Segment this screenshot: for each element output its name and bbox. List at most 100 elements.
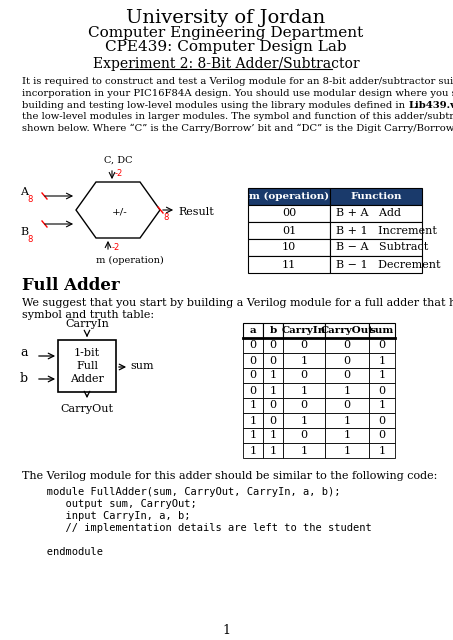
Text: m (operation): m (operation) xyxy=(249,192,329,201)
Text: b: b xyxy=(20,371,28,385)
Text: B + A   Add: B + A Add xyxy=(336,209,401,218)
Text: 0: 0 xyxy=(250,340,256,351)
Text: 1: 1 xyxy=(343,431,351,440)
Text: 1: 1 xyxy=(270,371,277,381)
Bar xyxy=(263,383,283,398)
Bar xyxy=(243,398,263,413)
Text: CarryOut: CarryOut xyxy=(61,404,114,414)
Text: 1: 1 xyxy=(270,445,277,456)
Bar xyxy=(283,323,325,338)
Text: 8: 8 xyxy=(27,234,32,243)
Text: Adder: Adder xyxy=(70,374,104,384)
Text: 0: 0 xyxy=(300,431,308,440)
Text: 0: 0 xyxy=(343,401,351,410)
Bar xyxy=(369,383,395,398)
Text: Lib439.v: Lib439.v xyxy=(408,100,453,109)
Bar xyxy=(243,338,263,353)
Text: // implementation details are left to the student: // implementation details are left to th… xyxy=(28,523,372,533)
Text: +/-: +/- xyxy=(112,207,128,216)
Text: 1: 1 xyxy=(343,415,351,426)
Text: a: a xyxy=(20,346,28,360)
Text: 1: 1 xyxy=(270,431,277,440)
Bar xyxy=(325,353,369,368)
Text: 0: 0 xyxy=(343,355,351,365)
Text: 0: 0 xyxy=(250,385,256,396)
Text: It is required to construct and test a Verilog module for an 8-bit adder/subtrac: It is required to construct and test a V… xyxy=(22,77,453,86)
Text: The Verilog module for this adder should be similar to the following code:: The Verilog module for this adder should… xyxy=(22,471,438,481)
Text: Full Adder: Full Adder xyxy=(22,276,120,294)
Text: 1: 1 xyxy=(300,445,308,456)
Text: 0: 0 xyxy=(378,385,386,396)
Text: CarryIn: CarryIn xyxy=(282,326,326,335)
Bar xyxy=(263,428,283,443)
Bar xyxy=(243,428,263,443)
Text: 00: 00 xyxy=(282,209,296,218)
Text: B − 1   Decrement: B − 1 Decrement xyxy=(336,259,440,269)
Bar xyxy=(325,443,369,458)
Text: a: a xyxy=(250,326,256,335)
Bar xyxy=(248,239,330,256)
Text: 1: 1 xyxy=(378,445,386,456)
Bar xyxy=(325,383,369,398)
Text: -2: -2 xyxy=(115,170,123,179)
Text: 0: 0 xyxy=(270,355,277,365)
Text: 0: 0 xyxy=(378,340,386,351)
Text: input CarryIn, a, b;: input CarryIn, a, b; xyxy=(28,511,191,521)
Text: Computer Engineering Department: Computer Engineering Department xyxy=(88,26,364,40)
Text: CarryOut: CarryOut xyxy=(321,326,374,335)
Text: b: b xyxy=(270,326,277,335)
Bar xyxy=(263,413,283,428)
Bar xyxy=(325,428,369,443)
Text: University of Jordan: University of Jordan xyxy=(126,9,326,27)
Bar xyxy=(58,340,116,392)
Bar xyxy=(243,323,263,338)
Bar xyxy=(283,338,325,353)
Bar xyxy=(283,443,325,458)
Text: the low-level modules in larger modules. The symbol and function of this adder/s: the low-level modules in larger modules.… xyxy=(22,112,453,121)
Bar xyxy=(283,413,325,428)
Bar xyxy=(243,353,263,368)
Bar xyxy=(243,383,263,398)
Text: module FullAdder(sum, CarryOut, CarryIn, a, b);: module FullAdder(sum, CarryOut, CarryIn,… xyxy=(28,487,341,497)
Bar xyxy=(243,413,263,428)
Bar xyxy=(283,383,325,398)
Bar xyxy=(369,368,395,383)
Bar xyxy=(263,368,283,383)
Text: 1: 1 xyxy=(250,445,256,456)
Bar xyxy=(330,188,422,205)
Text: 8: 8 xyxy=(163,212,169,221)
Bar xyxy=(283,368,325,383)
Text: 0: 0 xyxy=(300,371,308,381)
Bar xyxy=(325,323,369,338)
Text: 0: 0 xyxy=(300,340,308,351)
Bar xyxy=(263,323,283,338)
Text: 1: 1 xyxy=(250,431,256,440)
Text: C, DC: C, DC xyxy=(104,156,132,164)
Bar xyxy=(325,413,369,428)
Bar xyxy=(369,413,395,428)
Text: m (operation): m (operation) xyxy=(96,255,164,264)
Text: 0: 0 xyxy=(270,340,277,351)
Bar xyxy=(263,443,283,458)
Text: symbol and truth table:: symbol and truth table: xyxy=(22,310,154,320)
Text: We suggest that you start by building a Verilog module for a full adder that has: We suggest that you start by building a … xyxy=(22,298,453,308)
Text: 0: 0 xyxy=(343,371,351,381)
Text: Experiment 2: 8-Bit Adder/Subtractor: Experiment 2: 8-Bit Adder/Subtractor xyxy=(93,57,359,71)
Bar xyxy=(325,398,369,413)
Text: endmodule: endmodule xyxy=(28,547,103,557)
Text: CPE439: Computer Design Lab: CPE439: Computer Design Lab xyxy=(105,40,347,54)
Text: CarryIn: CarryIn xyxy=(65,319,109,329)
Text: 1: 1 xyxy=(343,385,351,396)
Bar xyxy=(263,338,283,353)
Bar xyxy=(283,398,325,413)
Text: sum: sum xyxy=(370,326,394,335)
Text: 0: 0 xyxy=(270,415,277,426)
Text: shown below. Where “C” is the Carry/Borrow’ bit and “DC” is the Digit Carry/Borr: shown below. Where “C” is the Carry/Borr… xyxy=(22,124,453,132)
Text: B: B xyxy=(20,227,28,237)
Text: 1: 1 xyxy=(300,415,308,426)
Text: output sum, CarryOut;: output sum, CarryOut; xyxy=(28,499,197,509)
Text: 0: 0 xyxy=(250,371,256,381)
Text: 0: 0 xyxy=(250,355,256,365)
Text: 8: 8 xyxy=(27,195,32,204)
Text: 0: 0 xyxy=(300,401,308,410)
